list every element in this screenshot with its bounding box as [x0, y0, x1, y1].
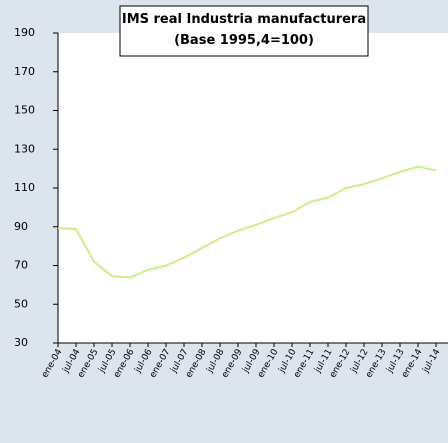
x-tick-label: jul-14	[421, 347, 443, 375]
y-tick-label: 110	[14, 181, 35, 194]
y-tick-label: 130	[14, 142, 35, 155]
x-tick-label: ene-04	[40, 347, 65, 379]
line	[57, 165, 437, 279]
y-tick-label: 170	[14, 65, 35, 78]
chart-title: IMS real Industria manufacturera	[122, 12, 366, 27]
chart-subtitle: (Base 1995,4=100)	[174, 33, 314, 48]
y-tick-label: 30	[14, 336, 28, 349]
y-tick-label: 50	[14, 297, 28, 310]
title-box	[119, 5, 369, 57]
y-tick-label: 70	[14, 259, 28, 272]
y-tick-label: 90	[14, 220, 28, 233]
y-tick-label: 190	[14, 26, 35, 39]
y-tick-label: 150	[14, 104, 35, 117]
plot-area	[58, 33, 448, 343]
